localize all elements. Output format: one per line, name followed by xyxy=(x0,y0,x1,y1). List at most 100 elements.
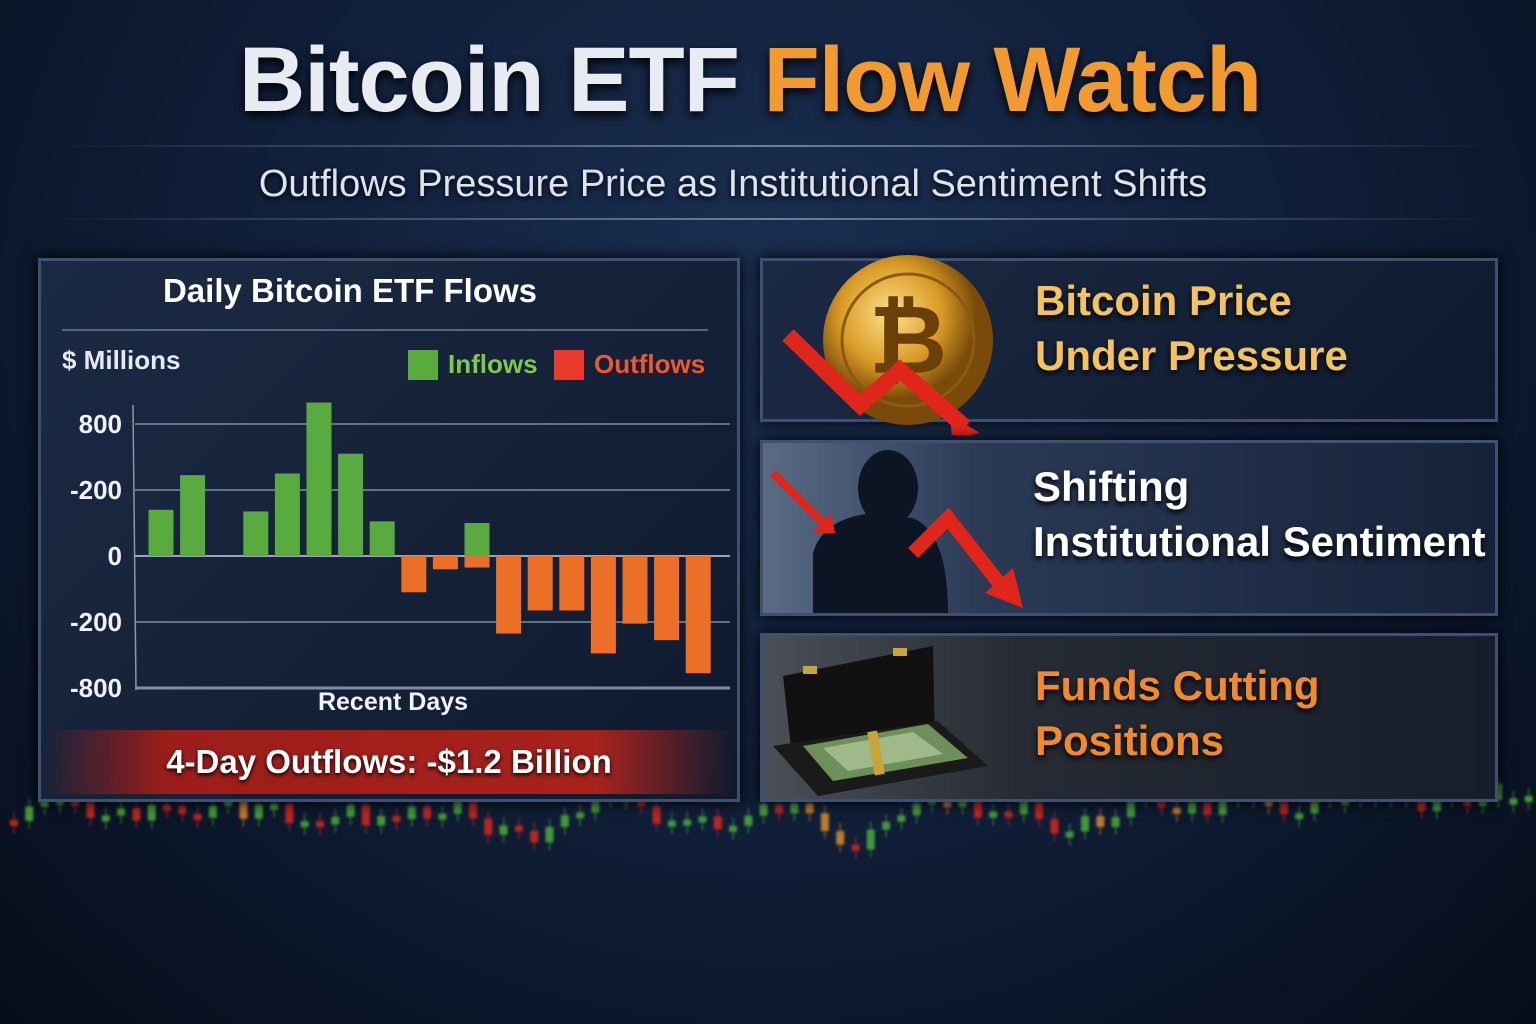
candle-body xyxy=(1463,800,1472,806)
x-axis-label: Recent Days xyxy=(317,688,469,716)
bitcoin-coin-icon: ₿ xyxy=(782,255,993,435)
outflow-bar xyxy=(527,556,553,611)
y-tick-label: 0 xyxy=(108,541,122,571)
candle-body xyxy=(316,821,324,828)
candle-body xyxy=(1188,802,1197,814)
candle-body xyxy=(10,820,18,826)
candle-body xyxy=(652,806,661,824)
candle-body xyxy=(438,813,447,820)
candle-body xyxy=(331,816,340,825)
inflow-bar xyxy=(306,402,332,556)
candle-body xyxy=(1264,800,1273,806)
outflow-bar xyxy=(654,556,680,641)
candle-body xyxy=(1081,815,1089,832)
candle-body xyxy=(698,816,707,823)
candle-body xyxy=(1310,794,1319,814)
candle-body xyxy=(882,821,891,830)
candle-body xyxy=(499,825,508,835)
inflow-bar xyxy=(148,509,174,556)
candle-body xyxy=(300,821,309,828)
card-title-line: Institutional Sentiment xyxy=(1033,518,1486,565)
candle-body xyxy=(729,825,738,832)
candle-body xyxy=(423,806,432,819)
candle-body xyxy=(346,804,355,817)
candle-body xyxy=(132,808,141,821)
candle-body xyxy=(836,831,845,845)
outflow-bar xyxy=(559,556,585,611)
outflows-summary-banner: 4-Day Outflows: -$1.2 Billion xyxy=(44,730,734,794)
candle-body xyxy=(178,805,187,814)
candle-body xyxy=(1295,813,1304,820)
candle-body xyxy=(1509,798,1518,805)
candle-body xyxy=(193,813,202,820)
divider xyxy=(62,329,708,331)
candle-body xyxy=(1494,783,1503,800)
candle-body xyxy=(1157,800,1166,808)
card-title: Bitcoin Price Under Pressure xyxy=(1035,273,1348,383)
outflow-bar xyxy=(432,556,458,570)
candle-body xyxy=(407,806,416,820)
candle-body xyxy=(775,804,783,814)
candle-body xyxy=(989,811,998,818)
candle-body xyxy=(1096,815,1105,828)
legend-inflows: Inflows xyxy=(408,349,538,380)
inflow-bar xyxy=(180,475,206,556)
candle-body xyxy=(361,804,370,826)
candle-body xyxy=(1432,797,1441,812)
candle-body xyxy=(1019,797,1028,815)
outflow-bar xyxy=(464,556,490,568)
inflow-bar xyxy=(464,523,490,556)
candle-body xyxy=(759,804,768,816)
candle-body xyxy=(147,804,156,821)
candle-body xyxy=(790,803,799,814)
candle-body xyxy=(943,800,952,807)
candle-body xyxy=(377,815,386,826)
legend-swatch xyxy=(408,349,438,380)
candle-body xyxy=(1478,799,1487,806)
candle-body xyxy=(820,813,829,832)
candle-body xyxy=(86,801,95,818)
candle-body xyxy=(576,812,585,819)
candle-body xyxy=(1065,831,1074,838)
candle-body xyxy=(1035,800,1044,820)
outflow-bar xyxy=(622,556,648,624)
divider xyxy=(46,218,1502,220)
y-axis-line xyxy=(132,404,137,691)
legend-label: Inflows xyxy=(448,349,538,379)
candle-body xyxy=(530,830,539,843)
candle-body xyxy=(40,797,49,807)
candle-body xyxy=(208,805,217,818)
candle-body xyxy=(851,844,860,851)
candle-body xyxy=(1203,802,1212,815)
candle-body xyxy=(1004,811,1013,818)
candle-body xyxy=(1417,800,1426,812)
candle-body xyxy=(254,804,263,819)
candle-body xyxy=(71,800,80,806)
card-title-line: Funds Cutting xyxy=(1035,662,1320,709)
title-white: Bitcoin ETF xyxy=(238,29,740,131)
candle-body xyxy=(25,806,34,821)
candle-body xyxy=(163,804,171,811)
card-title-line: Bitcoin Price xyxy=(1035,277,1292,324)
candle-body xyxy=(744,815,753,826)
candle-body xyxy=(1524,795,1533,802)
candle-body xyxy=(469,800,477,819)
candle-body xyxy=(285,803,294,824)
candle-body xyxy=(514,825,523,832)
candle-body xyxy=(667,820,676,827)
businessman-silhouette-icon xyxy=(770,450,1023,613)
candle-body xyxy=(560,815,569,827)
candle-body xyxy=(1218,795,1227,815)
candle-body xyxy=(1111,816,1120,828)
card-title-line: Shifting xyxy=(1033,463,1190,510)
candle-body xyxy=(973,800,982,818)
y-tick-label: -200 xyxy=(70,607,122,637)
candle-body xyxy=(1279,800,1288,815)
candle-body xyxy=(270,803,279,810)
candle-body xyxy=(545,826,554,843)
subtitle: Outflows Pressure Price as Institutional… xyxy=(258,163,1208,205)
candle-body xyxy=(239,800,248,819)
y-tick-label: -800 xyxy=(70,673,122,700)
candle-body xyxy=(1050,819,1059,834)
candle-body xyxy=(453,798,462,814)
